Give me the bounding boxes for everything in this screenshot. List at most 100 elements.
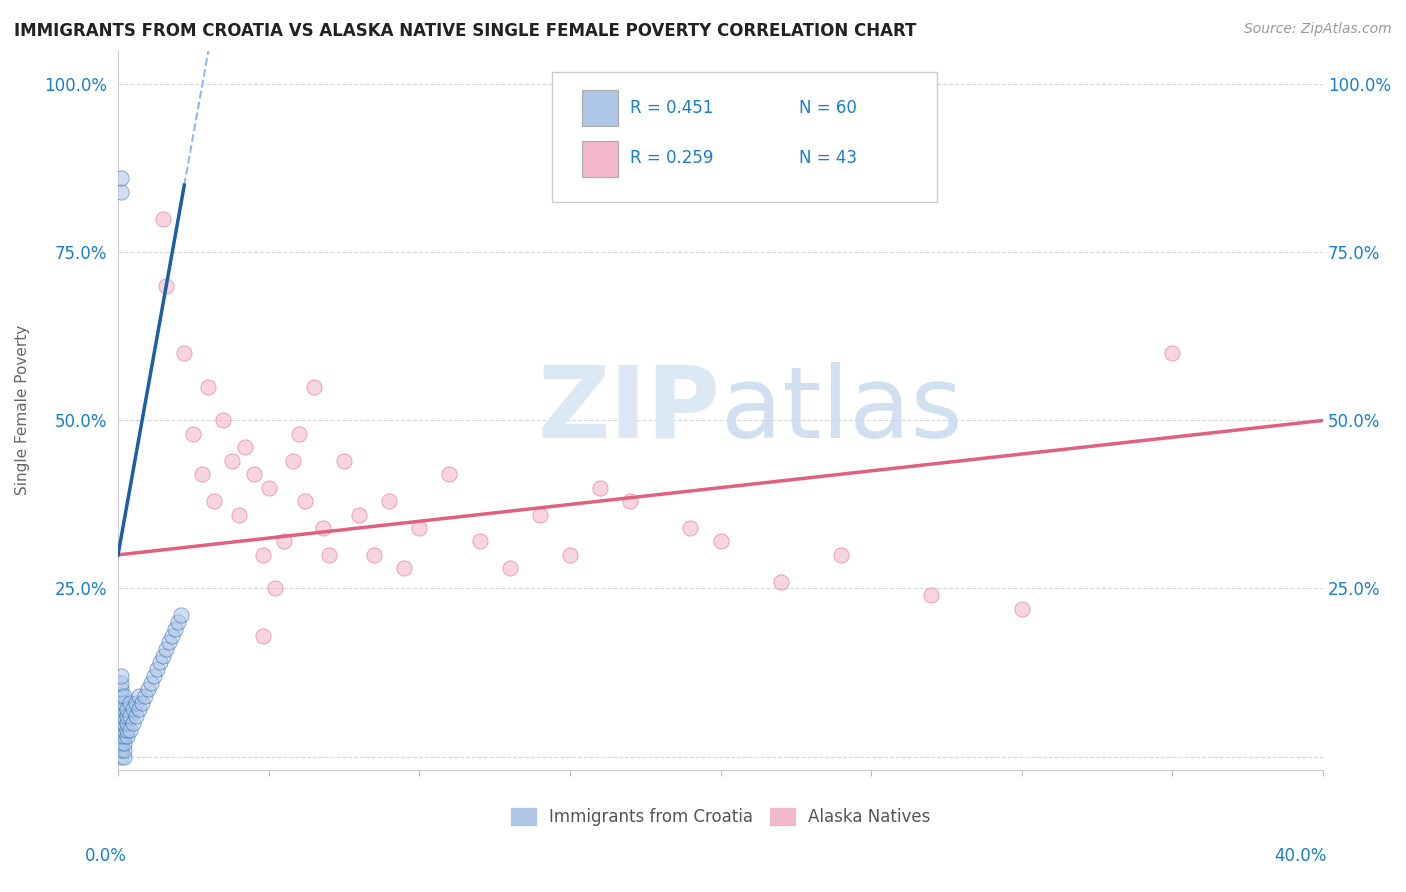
- Point: [128, 702, 150, 716]
- Legend: Immigrants from Croatia, Alaska Natives: Immigrants from Croatia, Alaska Natives: [510, 808, 931, 826]
- Text: ZIP: ZIP: [537, 362, 720, 458]
- Point: [769, 574, 792, 589]
- Point: [139, 675, 162, 690]
- Point: [110, 185, 132, 199]
- Point: [110, 743, 132, 757]
- Point: [152, 648, 174, 663]
- Point: [110, 715, 132, 730]
- Point: [619, 494, 641, 508]
- Point: [363, 548, 385, 562]
- Text: N = 60: N = 60: [799, 98, 856, 117]
- Point: [589, 481, 612, 495]
- FancyBboxPatch shape: [582, 90, 619, 126]
- Point: [529, 508, 551, 522]
- Text: atlas: atlas: [720, 362, 962, 458]
- Point: [110, 730, 132, 744]
- Point: [110, 669, 132, 683]
- FancyBboxPatch shape: [582, 141, 619, 177]
- Point: [131, 696, 153, 710]
- Point: [242, 467, 264, 482]
- Point: [221, 454, 243, 468]
- Point: [110, 682, 132, 697]
- Point: [173, 346, 195, 360]
- Point: [252, 548, 274, 562]
- Point: [1011, 601, 1033, 615]
- Point: [110, 723, 132, 737]
- Point: [191, 467, 214, 482]
- Point: [110, 736, 132, 750]
- Point: [468, 534, 491, 549]
- Point: [155, 642, 177, 657]
- Point: [110, 709, 132, 723]
- Point: [110, 715, 132, 730]
- Point: [408, 521, 430, 535]
- Point: [170, 608, 193, 623]
- Point: [228, 508, 250, 522]
- Point: [112, 702, 135, 716]
- Point: [110, 696, 132, 710]
- Point: [112, 749, 135, 764]
- Point: [112, 723, 135, 737]
- Point: [110, 171, 132, 186]
- FancyBboxPatch shape: [551, 72, 938, 202]
- Point: [118, 696, 141, 710]
- Point: [302, 380, 325, 394]
- Point: [115, 723, 138, 737]
- Point: [165, 622, 187, 636]
- Text: 40.0%: 40.0%: [1274, 847, 1327, 864]
- Point: [110, 702, 132, 716]
- Point: [709, 534, 731, 549]
- Point: [167, 615, 190, 629]
- Point: [128, 689, 150, 703]
- Point: [679, 521, 702, 535]
- Point: [115, 715, 138, 730]
- Point: [392, 561, 415, 575]
- Point: [112, 736, 135, 750]
- Text: Source: ZipAtlas.com: Source: ZipAtlas.com: [1244, 22, 1392, 37]
- Point: [202, 494, 225, 508]
- Point: [439, 467, 461, 482]
- Point: [294, 494, 316, 508]
- Point: [115, 702, 138, 716]
- Point: [110, 709, 132, 723]
- Point: [146, 662, 169, 676]
- Point: [112, 715, 135, 730]
- Point: [115, 730, 138, 744]
- Point: [134, 689, 156, 703]
- Point: [233, 440, 256, 454]
- Point: [112, 743, 135, 757]
- Point: [318, 548, 340, 562]
- Text: 0.0%: 0.0%: [84, 847, 127, 864]
- Point: [136, 682, 159, 697]
- Text: IMMIGRANTS FROM CROATIA VS ALASKA NATIVE SINGLE FEMALE POVERTY CORRELATION CHART: IMMIGRANTS FROM CROATIA VS ALASKA NATIVE…: [14, 22, 917, 40]
- Point: [122, 702, 145, 716]
- Point: [287, 426, 309, 441]
- Point: [112, 696, 135, 710]
- Point: [112, 730, 135, 744]
- Point: [273, 534, 295, 549]
- Point: [920, 588, 942, 602]
- Text: R = 0.451: R = 0.451: [630, 98, 714, 117]
- Point: [152, 211, 174, 226]
- Point: [110, 736, 132, 750]
- Point: [157, 635, 180, 649]
- Point: [155, 279, 177, 293]
- Point: [110, 702, 132, 716]
- Point: [252, 628, 274, 642]
- Point: [378, 494, 401, 508]
- Point: [558, 548, 581, 562]
- Point: [110, 730, 132, 744]
- Point: [110, 749, 132, 764]
- Point: [112, 689, 135, 703]
- Point: [257, 481, 280, 495]
- Point: [143, 669, 166, 683]
- Point: [110, 743, 132, 757]
- Point: [347, 508, 370, 522]
- Point: [1161, 346, 1184, 360]
- Point: [333, 454, 356, 468]
- Point: [110, 675, 132, 690]
- Point: [112, 709, 135, 723]
- Point: [125, 696, 148, 710]
- Point: [122, 715, 145, 730]
- Point: [197, 380, 219, 394]
